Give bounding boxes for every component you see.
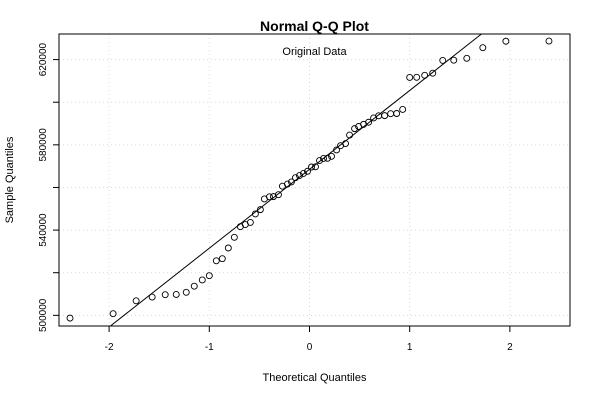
data-point [545,37,553,45]
data-point [308,163,315,171]
data-point [328,152,335,160]
data-point [198,276,206,284]
data-point [161,291,169,299]
y-axis-label: Sample Quantiles [4,136,16,223]
data-point [439,56,447,64]
y-tick-label: 500000 [38,298,49,332]
data-point [406,74,414,81]
data-point [230,233,238,241]
data-point [333,146,340,154]
data-point [413,73,421,81]
data-point [182,288,190,296]
y-tick-label: 620000 [38,42,49,76]
data-point [246,218,254,226]
y-axis: 500000 540000 580000 620000 [38,42,59,332]
data-point [502,37,510,45]
data-point [288,178,295,186]
data-point [212,257,220,265]
chart-subtitle: Original Data [282,46,347,58]
data-point [342,140,350,148]
data-point [375,112,383,120]
data-point [479,44,487,52]
data-point [304,167,311,175]
data-points [66,37,553,322]
x-tick-label: 0 [307,342,313,353]
data-point [393,110,401,117]
data-point [300,169,307,177]
data-point [283,180,291,188]
data-point [251,210,259,218]
data-point [399,106,407,113]
x-tick-label: 2 [507,342,513,353]
data-point [365,118,373,126]
data-point [316,157,323,165]
data-point [450,56,458,64]
reference-line [110,33,482,327]
plot-frame [58,33,571,327]
data-point [148,293,156,301]
data-point [66,314,74,322]
data-point [421,71,429,79]
x-tick-label: 1 [407,342,413,353]
data-point [387,110,395,118]
x-tick-label: -2 [105,342,114,353]
x-axis: -2 -1 0 1 2 [105,326,513,353]
data-point [351,125,359,133]
data-point [265,193,273,201]
data-point [324,154,331,162]
data-point [218,255,226,263]
data-point [256,206,264,214]
x-axis-label: Theoretical Quantiles [263,372,367,384]
data-point [205,272,213,280]
data-point [463,54,471,62]
y-tick-label: 580000 [38,128,49,162]
data-point [296,172,303,179]
chart-title: Normal Q-Q Plot [260,18,369,34]
data-point [190,282,198,290]
data-point [172,291,180,298]
data-point [312,163,319,171]
data-point [429,69,437,77]
data-point [381,112,389,120]
y-tick-label: 540000 [38,213,49,247]
grid-lines [59,34,570,326]
data-point [320,155,327,162]
data-point [346,131,354,139]
data-point [109,310,117,318]
x-tick-label: -1 [205,342,214,353]
data-point [274,191,282,199]
data-point [132,297,140,305]
data-point [292,174,299,182]
data-point [224,244,232,252]
reference-line-layer [110,33,482,327]
